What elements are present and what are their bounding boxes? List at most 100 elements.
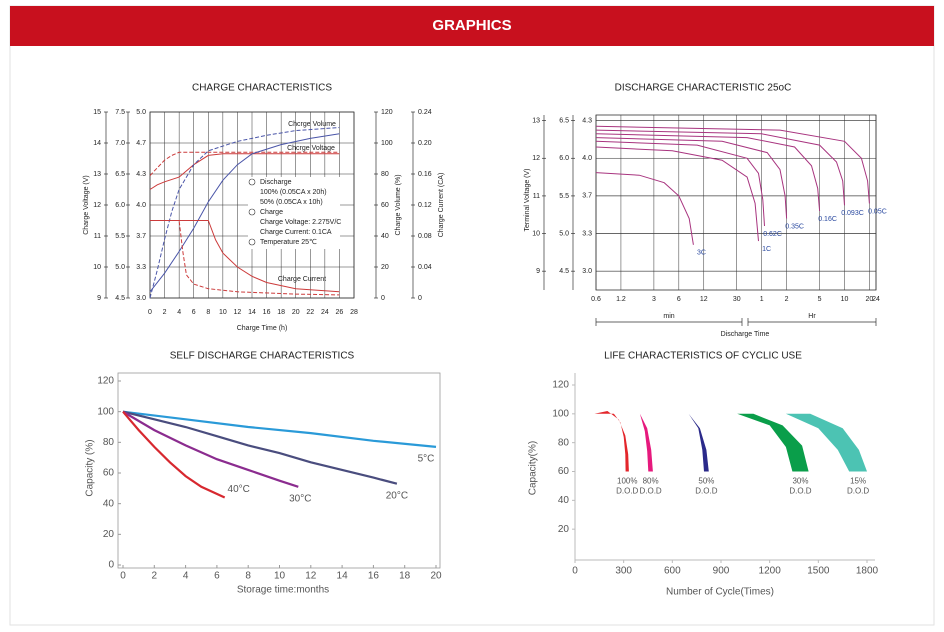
x-tick-label: 4 [177, 309, 181, 316]
series-label: 3C [697, 250, 706, 257]
x-tick-label: 16 [263, 309, 271, 316]
series-label: 80% [643, 477, 659, 486]
y-axis-label: Charge Voltage (V) [83, 175, 90, 235]
x-axis-label: Charge Time (h) [237, 325, 288, 332]
y-tick-label: 4.3 [136, 171, 146, 178]
series-label: 0.05C [868, 208, 887, 215]
life-band [628, 413, 653, 472]
y-tick-label: 11 [533, 193, 540, 200]
header-title: GRAPHICS [432, 17, 511, 34]
y-tick-label: 5.0 [115, 264, 125, 271]
legend-text: Temperature 25℃ [260, 239, 317, 246]
y-tick-label: 60 [381, 202, 389, 209]
x-tick-label: 5 [818, 296, 822, 303]
x-tick-label: 24 [321, 309, 329, 316]
y-tick-label: 3.3 [136, 264, 146, 271]
x-tick-label: 20 [866, 296, 874, 303]
x-tick-label: 26 [336, 309, 344, 316]
x-tick-label: 2 [785, 296, 789, 303]
y-tick-label: 15 [93, 109, 101, 116]
series-line [595, 133, 821, 212]
y-tick-label: 9 [97, 295, 101, 302]
x-tick-label: 16 [368, 571, 380, 582]
y-tick-label: 3.0 [582, 268, 592, 275]
y-tick-label: 0.12 [418, 202, 432, 209]
x-tick-label: 14 [248, 309, 256, 316]
x-tick-label: 12 [700, 296, 708, 303]
series-line [149, 133, 340, 293]
y-tick-label: 6.5 [115, 171, 125, 178]
y-tick-label: 40 [381, 233, 389, 240]
series-label: 40°C [228, 484, 250, 495]
y-tick-label: 0.08 [418, 233, 432, 240]
y-tick-label: 6.0 [115, 202, 125, 209]
chart-title: CHARGE CHARACTERISTICS [192, 83, 332, 94]
life-band [672, 413, 709, 472]
y-axis-label: Capacity (%) [85, 439, 96, 496]
series-line [595, 137, 788, 219]
series-line [595, 125, 870, 204]
series-label: 100% [617, 477, 637, 486]
series-line [595, 172, 694, 245]
legend-text: 100% (0.05CA x 20h) [260, 189, 327, 196]
x-tick-label: 6 [214, 571, 220, 582]
x-group-label: min [663, 313, 674, 320]
y-tick-label: 80 [381, 171, 389, 178]
header-bar [10, 6, 934, 46]
x-tick-label: 14 [337, 571, 349, 582]
x-tick-label: 1500 [807, 566, 830, 577]
x-axis-label: Discharge Time [721, 331, 770, 338]
y-axis-label: Charge Current (CA) [438, 173, 445, 238]
y-tick-label: 6.0 [559, 155, 569, 162]
chart-title: DISCHARGE CHARACTERISTIC 25oC [615, 83, 792, 94]
x-tick-label: 1 [760, 296, 764, 303]
x-tick-label: 24 [872, 296, 880, 303]
y-tick-label: 12 [93, 202, 101, 209]
y-tick-label: 3.3 [582, 230, 592, 237]
legend-text: Discharge [260, 179, 292, 186]
y-tick-label: 0 [381, 295, 385, 302]
y-tick-label: 7.0 [115, 140, 125, 147]
y-tick-label: 12 [532, 155, 540, 162]
x-tick-label: 22 [306, 309, 314, 316]
series-label: 20°C [386, 490, 408, 501]
y-tick-label: 80 [558, 437, 570, 448]
series-sublabel: D.O.D [639, 487, 661, 496]
series-label: 30°C [289, 493, 311, 504]
x-tick-label: 20 [292, 309, 300, 316]
x-tick-label: 6 [677, 296, 681, 303]
y-tick-label: 7.5 [115, 109, 125, 116]
y-tick-label: 3.0 [136, 295, 146, 302]
y-tick-label: 13 [93, 171, 101, 178]
y-tick-label: 40 [558, 495, 570, 506]
x-tick-label: 2 [152, 571, 158, 582]
series-line [595, 129, 845, 206]
x-tick-label: 0 [120, 571, 126, 582]
y-tick-label: 40 [103, 498, 115, 509]
x-tick-label: 12 [234, 309, 242, 316]
y-axis-label: Charge Volume (%) [395, 174, 402, 235]
y-tick-label: 14 [93, 140, 101, 147]
y-tick-label: 60 [103, 468, 115, 479]
legend-marker [248, 208, 256, 216]
series-sublabel: D.O.D [695, 487, 717, 496]
y-tick-label: 4.0 [136, 202, 146, 209]
x-tick-label: 20 [430, 571, 442, 582]
series-line [595, 146, 759, 242]
y-tick-label: 5.0 [559, 230, 569, 237]
x-tick-label: 600 [664, 566, 681, 577]
y-tick-label: 120 [552, 380, 569, 391]
y-tick-label: 5.5 [559, 193, 569, 200]
series-line [122, 410, 398, 485]
y-tick-label: 0.16 [418, 171, 432, 178]
annotation: Chcrge Voltage [287, 145, 335, 152]
y-tick-label: 20 [558, 524, 570, 535]
series-line [150, 220, 340, 296]
series-line [122, 410, 299, 488]
legend-text: Charge [260, 209, 283, 216]
life-band [761, 413, 867, 472]
legend-text: Charge Voltage: 2.275V/C [260, 219, 341, 226]
series-line [149, 151, 340, 176]
x-axis-label: Storage time:months [237, 585, 329, 596]
